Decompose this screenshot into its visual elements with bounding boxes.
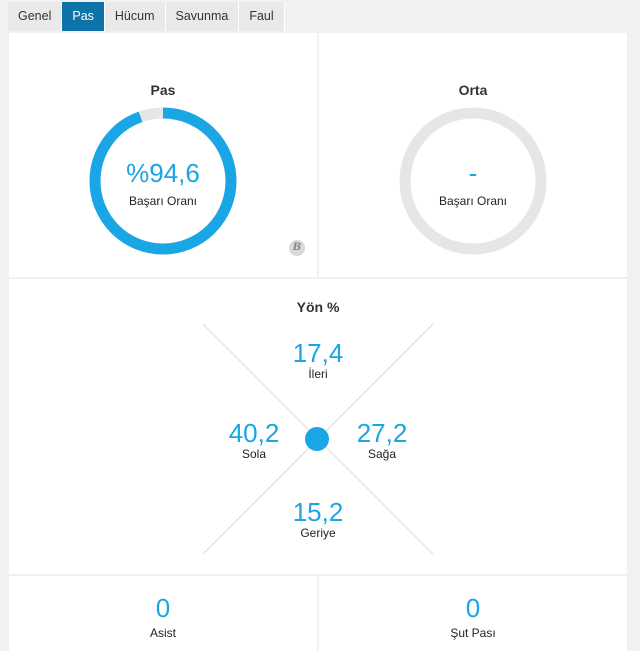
ileri-label: İleri xyxy=(308,367,328,381)
pas-value: %94,6 xyxy=(126,158,200,188)
direction-center-dot xyxy=(305,427,329,451)
geriye-label: Geriye xyxy=(300,526,336,540)
orta-title: Orta xyxy=(458,82,488,98)
pas-ring: %94,6 Başarı Oranı xyxy=(88,106,238,256)
saga-label: Sağa xyxy=(367,447,397,461)
tab-pas[interactable]: Pas xyxy=(62,2,105,31)
pas-label: Başarı Oranı xyxy=(128,194,198,208)
orta-ring: - Başarı Oranı xyxy=(398,106,548,256)
tab-savunma[interactable]: Savunma xyxy=(165,2,240,31)
orta-ring-chart xyxy=(399,107,547,255)
tab-genel[interactable]: Genel xyxy=(8,2,63,31)
pas-ring-progress xyxy=(89,107,237,255)
orta-label: Başarı Oranı xyxy=(438,194,508,208)
asist-panel: 0 Asist xyxy=(9,576,317,651)
orta-ring-track xyxy=(399,107,547,255)
tab-bar: Genel Pas Hücum Savunma Faul xyxy=(8,2,285,31)
asist-value: 0 xyxy=(155,593,171,623)
orta-value: - xyxy=(468,158,478,188)
ileri-value: 17,4 xyxy=(292,338,344,368)
sut-pasi-panel: 0 Şut Pası xyxy=(319,576,627,651)
geriye-value: 15,2 xyxy=(292,497,344,527)
pas-title: Pas xyxy=(150,82,176,98)
tab-faul[interactable]: Faul xyxy=(239,2,285,31)
direction-title: Yön % xyxy=(296,299,340,315)
tab-hucum[interactable]: Hücum xyxy=(104,2,166,31)
saga-value: 27,2 xyxy=(356,418,408,448)
sola-value: 40,2 xyxy=(228,418,280,448)
pas-ring-chart xyxy=(89,107,237,255)
asist-label: Asist xyxy=(149,626,176,640)
sut-pasi-label: Şut Pası xyxy=(450,626,496,640)
b-badge-icon[interactable]: B xyxy=(289,240,305,256)
orta-panel: Orta - Başarı Oranı xyxy=(319,33,627,277)
sola-label: Sola xyxy=(241,447,267,461)
direction-panel: Yön % 17,4 İleri 40,2 Sola 27,2 Sağa 15,… xyxy=(9,279,627,574)
sut-pasi-value: 0 xyxy=(465,593,481,623)
pas-panel: Pas %94,6 Başarı Oranı B xyxy=(9,33,317,277)
